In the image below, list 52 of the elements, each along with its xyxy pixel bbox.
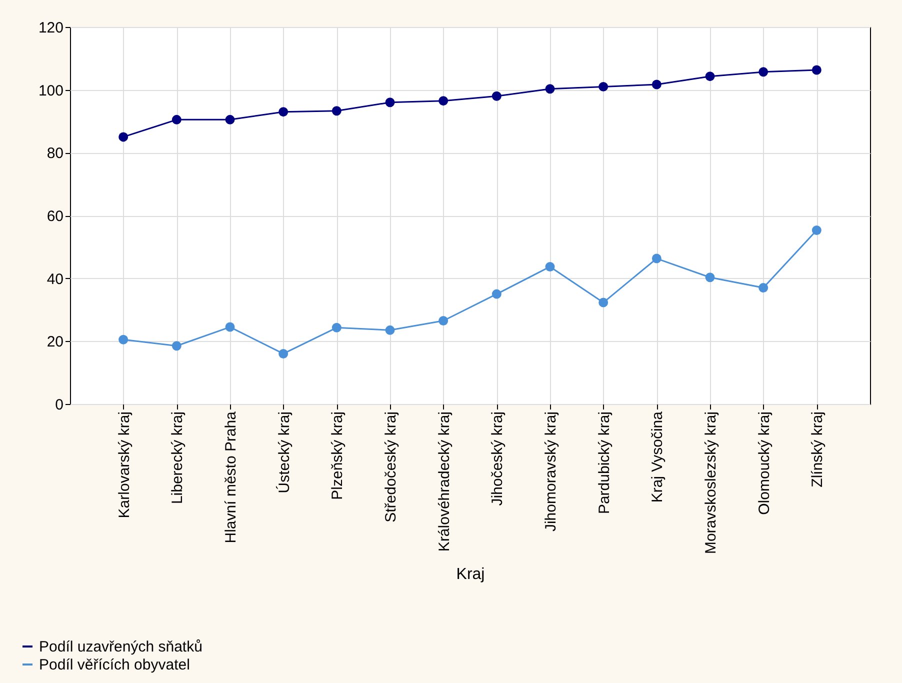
- point: [225, 322, 235, 332]
- point: [332, 106, 342, 116]
- y-tick-label: 100: [38, 82, 64, 100]
- x-tick-label: Jihomoravský kraj: [542, 412, 560, 532]
- point: [332, 322, 342, 332]
- x-tick-label: Pardubický kraj: [596, 412, 613, 514]
- point: [758, 283, 768, 292]
- x-tick-label: Ústecký kraj: [274, 412, 293, 494]
- y-tick-label: 60: [46, 208, 64, 225]
- point: [438, 316, 448, 326]
- x-tick-label: Liberecký kraj: [169, 412, 186, 504]
- x-tick-label: Zlínský kraj: [809, 412, 826, 488]
- point: [438, 96, 448, 106]
- point: [118, 334, 128, 344]
- x-tick-label: Jihočeský kraj: [489, 412, 506, 506]
- legend-label: Podíl věřících obyvatel: [39, 656, 190, 674]
- point: [545, 84, 555, 94]
- x-tick-label: Moravskoslezský kraj: [702, 412, 720, 554]
- point: [652, 254, 662, 264]
- point: [705, 272, 715, 282]
- x-tick-label: Kraj Vysočina: [649, 410, 666, 503]
- x-axis-title: Kraj: [456, 566, 485, 584]
- point: [492, 91, 502, 101]
- x-tick-label: Hlavní město Praha: [222, 410, 240, 544]
- point: [278, 349, 288, 358]
- point: [118, 132, 128, 142]
- point: [812, 65, 822, 75]
- point: [172, 114, 182, 124]
- y-tick-label: 40: [46, 270, 64, 288]
- legend-label: Podíl uzavřených sňatků: [39, 638, 202, 656]
- point: [598, 298, 608, 308]
- point: [758, 67, 768, 77]
- point: [385, 98, 395, 108]
- point: [172, 341, 182, 351]
- x-tick-label: Olomoucký kraj: [756, 412, 773, 515]
- point: [225, 114, 235, 124]
- x-tick-label: Středočeský kraj: [382, 412, 400, 522]
- point: [278, 107, 288, 117]
- y-tick-label: 0: [55, 396, 64, 414]
- point: [492, 289, 502, 299]
- x-tick-label: Královéhradecký kraj: [436, 412, 453, 552]
- point: [385, 325, 395, 335]
- point: [545, 262, 555, 272]
- point: [705, 72, 715, 82]
- point: [652, 80, 662, 90]
- y-tick-label: 120: [38, 20, 64, 36]
- point: [812, 226, 822, 235]
- x-tick-label: Karlovarský kraj: [116, 412, 133, 518]
- x-tick-label: Plzeňský kraj: [329, 412, 346, 500]
- y-tick-label: 80: [46, 145, 64, 162]
- point: [598, 82, 608, 92]
- y-tick-label: 20: [46, 334, 64, 351]
